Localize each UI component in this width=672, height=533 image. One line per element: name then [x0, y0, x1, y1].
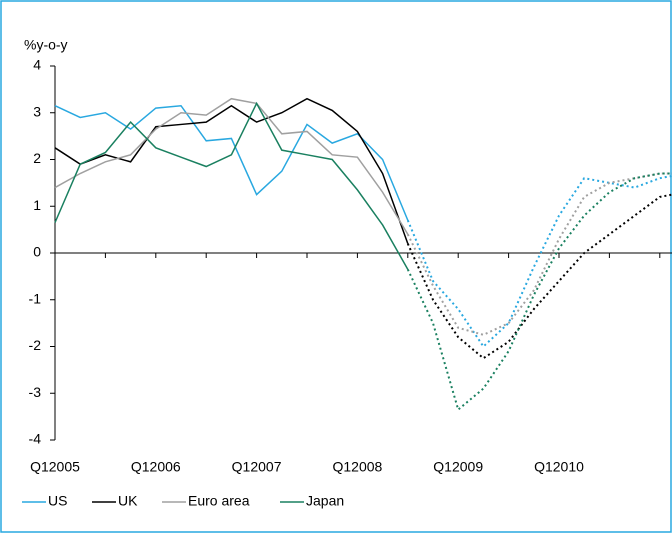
- legend-label: UK: [118, 493, 138, 509]
- series-line: [54, 97, 409, 235]
- series-line: [54, 104, 409, 221]
- x-tick-label: Q12007: [232, 459, 282, 475]
- y-tick-label: 0: [33, 244, 41, 260]
- x-tick-label: Q12009: [433, 459, 483, 475]
- y-tick-label: -2: [29, 337, 42, 353]
- x-tick-label: Q12010: [534, 459, 584, 475]
- x-tick-label: Q12005: [30, 459, 80, 475]
- y-tick-label: 2: [33, 150, 41, 166]
- y-tick-label: -3: [29, 384, 42, 400]
- y-tick-label: 1: [33, 197, 41, 213]
- legend-label: Euro area: [188, 493, 250, 509]
- y-tick-label: -4: [29, 431, 42, 447]
- y-axis-label: %y-o-y: [24, 37, 68, 53]
- y-tick-label: -1: [29, 290, 42, 306]
- x-tick-label: Q12008: [332, 459, 382, 475]
- y-tick-label: 4: [33, 57, 41, 73]
- series-line: [54, 101, 409, 270]
- y-tick-label: 3: [33, 103, 41, 119]
- x-tick-label: Q12006: [131, 459, 181, 475]
- legend-label: US: [48, 493, 67, 509]
- series-line: [54, 97, 409, 244]
- forecast-line: [406, 172, 672, 412]
- legend-label: Japan: [306, 493, 344, 509]
